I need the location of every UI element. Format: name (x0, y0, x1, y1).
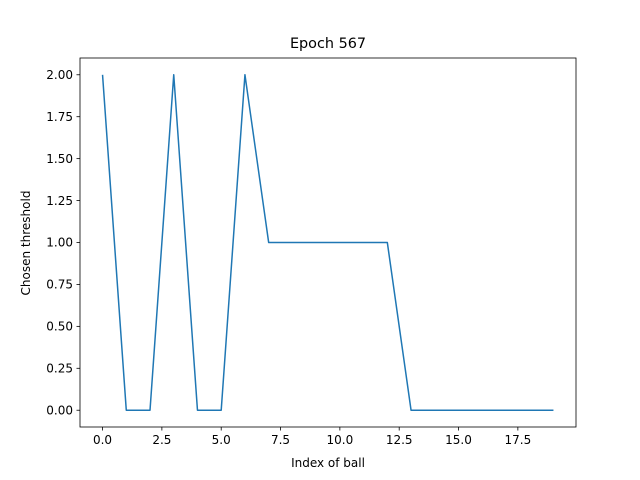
y-tick-label: 1.25 (46, 194, 73, 208)
plot-area: 0.0 2.5 5.0 7.5 10.0 12.5 15.0 17.5 0.00 0.25 0.50… (46, 57, 577, 447)
x-tick-label: 0.0 (93, 433, 112, 447)
y-tick-label: 1.00 (46, 236, 73, 250)
y-tick-label: 0.50 (46, 320, 73, 334)
x-tick-label: 7.5 (271, 433, 290, 447)
y-tick-label: 2.00 (46, 68, 73, 82)
x-tick-label: 10.0 (327, 433, 354, 447)
y-tick-label: 0.75 (46, 278, 73, 292)
y-tick-label: 1.75 (46, 110, 73, 124)
y-tick-label: 0.00 (46, 403, 73, 417)
x-tick-label: 12.5 (386, 433, 413, 447)
x-tick-label: 17.5 (504, 433, 531, 447)
y-tick-label: 1.50 (46, 152, 73, 166)
x-tick-label: 15.0 (445, 433, 472, 447)
x-tick-label: 2.5 (152, 433, 171, 447)
y-axis-label: Chosen threshold (19, 191, 33, 296)
series-line (101, 74, 554, 411)
y-tick-label: 0.25 (46, 361, 73, 375)
chart-title: Epoch 567 (290, 36, 366, 52)
x-tick-label: 5.0 (212, 433, 231, 447)
x-axis-label: Index of ball (291, 456, 365, 470)
